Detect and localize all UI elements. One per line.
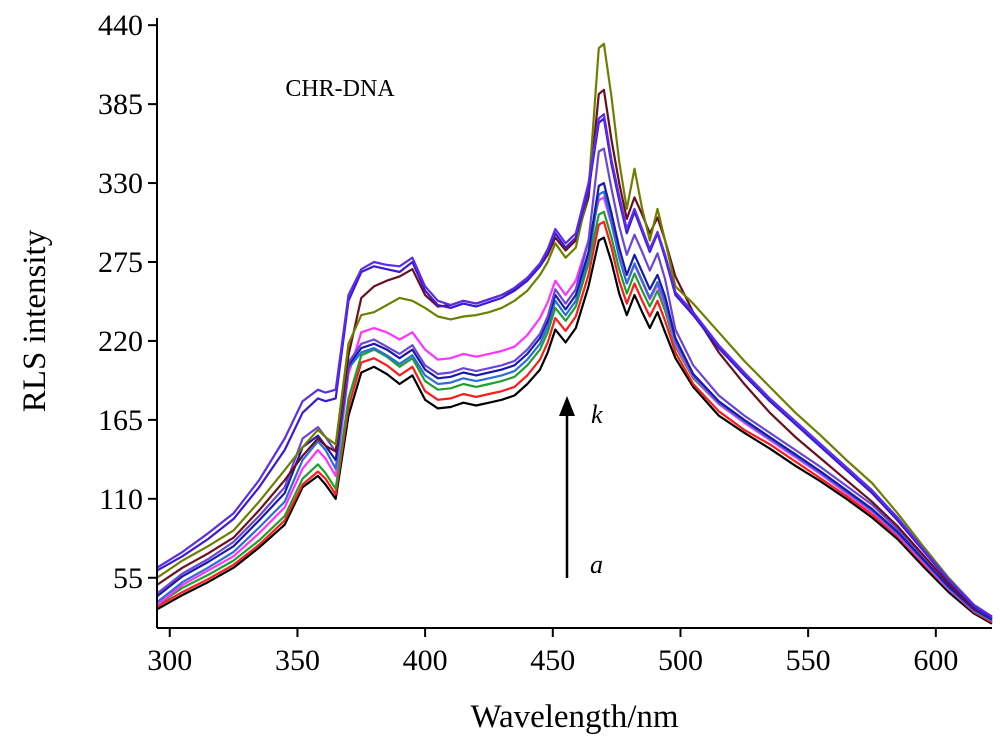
spectrum-line-1 [156,236,993,625]
x-ticks: 300 350 400 450 500 550 600 [147,628,958,677]
axes-layer [156,18,992,629]
arrow-end-label: k [591,400,603,429]
spectrum-line-2 [156,220,993,624]
spectrum-line-11 [156,113,993,618]
x-tick-label: 500 [658,644,703,677]
x-tick-label: 550 [786,644,831,677]
y-tick-label: 385 [98,88,143,121]
spectrum-line-8 [156,88,993,619]
x-axis-title: Wavelength/nm [470,699,678,735]
y-tick-label: 440 [98,9,143,42]
spectrum-line-4 [156,196,993,622]
chart-annotation-label: CHR-DNA [285,76,395,102]
y-tick-label: 220 [98,325,143,358]
x-tick-label: 400 [403,644,448,677]
series-layer [156,42,993,625]
trend-arrow [559,396,575,578]
x-tick-label: 350 [275,644,320,677]
y-ticks: 55 110 165 220 275 330 385 440 [98,9,157,595]
y-tick-label: 110 [99,483,143,516]
spectrum-line-9 [156,42,993,618]
arrow-start-label: a [590,550,603,579]
y-tick-label: 330 [98,167,143,200]
x-tick-label: 600 [913,644,958,677]
x-tick-label: 450 [530,644,575,677]
spectrum-line-6 [156,182,993,621]
y-tick-label: 55 [113,562,143,595]
spectrum-line-10 [156,117,993,619]
trend-arrow-head [559,396,575,416]
spectrum-line-3 [156,210,993,622]
spectrum-line-7 [156,147,993,619]
spectrum-line-5 [156,190,993,622]
y-axis-title: RLS intensity [17,229,53,412]
y-tick-label: 275 [98,246,143,279]
x-tick-label: 300 [147,644,192,677]
y-tick-label: 165 [98,404,143,437]
